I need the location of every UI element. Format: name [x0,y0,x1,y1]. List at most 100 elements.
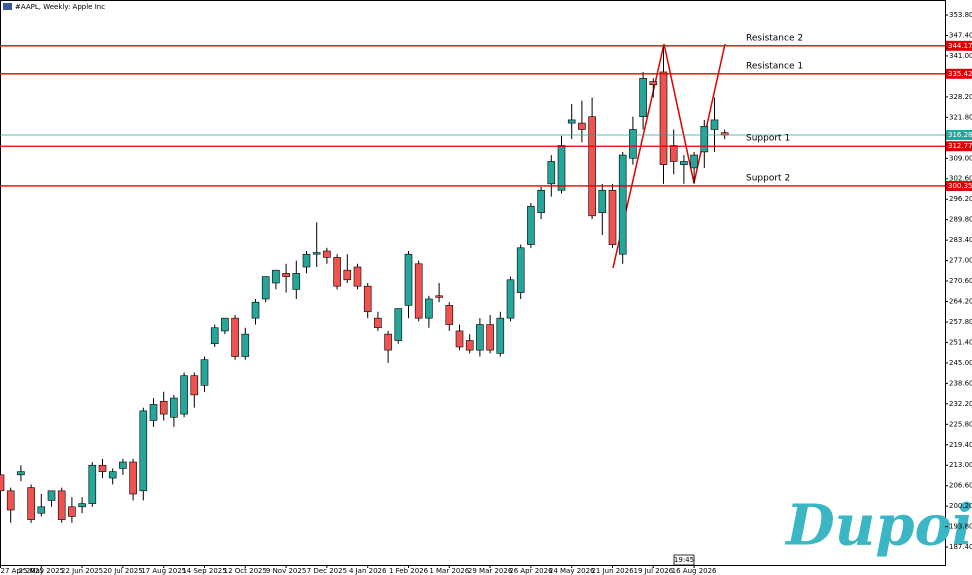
candle-body [251,301,260,319]
candle-body [159,400,168,415]
x-tick-label: 29 Mar 2026 [468,567,513,575]
candle-body [323,250,331,258]
candle-body [149,404,158,421]
y-tick-label: 200.20 [949,502,972,510]
candle-body [200,359,209,386]
level-value: 344.17 [948,42,972,50]
candle-body [445,305,454,325]
y-tick-label: 187.40 [949,543,972,551]
level-tag [946,68,972,79]
zigzag-drawing [612,43,726,269]
candle-body [57,490,66,520]
candle-body [98,464,107,472]
y-tick-label: 219.40 [949,441,972,449]
y-tick-label: 270.60 [949,277,972,285]
candle-body [47,490,56,501]
x-tick-label: 14 Sep 2025 [182,567,226,575]
candle-body [231,317,239,357]
y-tick-label: 302.60 [949,175,972,183]
level-value: 312.77 [948,142,972,150]
candle-body [496,317,505,354]
x-tick-label: 22 Jun 2025 [61,567,103,575]
level-name: Support 1 [746,134,790,144]
candle-body [17,471,25,476]
candle-body [139,410,148,492]
candle-body [629,129,637,159]
chart-title: #AAPL, Weekly: Apple Inc [15,3,105,11]
level-tag [946,180,972,191]
candle-body [537,189,545,213]
candle-body [261,276,270,300]
level-value: 300.35 [948,182,972,190]
level-name: Resistance 2 [746,33,803,43]
level-tag [946,40,972,51]
candle-body [88,464,97,504]
y-tick-label: 257.80 [949,318,972,326]
candle-body [465,340,474,351]
candle-body [680,161,688,165]
y-tick-label: 347.40 [949,31,972,39]
candle-body [78,503,86,508]
candle-body [425,298,433,319]
candle-body [455,330,464,348]
current-price-label: 316.28 [948,131,972,139]
candle-body [578,122,586,130]
candle-body [414,263,423,319]
x-tick-label: 19 Jul 2026 [633,567,673,575]
x-tick-label: 21 Jun 2026 [591,567,634,575]
y-tick-label: 328.20 [949,93,972,101]
y-tick-label: 296.20 [949,195,972,203]
candle-body [129,461,137,495]
candle-body [241,333,250,357]
candle-body [547,161,556,185]
candle-body [404,253,413,306]
candle-body [37,506,46,514]
current-price-tag [946,129,972,140]
y-tick-label: 341.00 [949,52,972,60]
candle-body [557,145,566,191]
candle-body [527,205,535,245]
candle-body [292,273,301,290]
y-tick-label: 251.40 [949,338,972,346]
candle-body [669,145,678,162]
candle-body [6,490,15,511]
candle-body [119,461,127,469]
candle-body [27,487,35,520]
y-tick-label: 206.60 [949,482,972,490]
candle-body [68,506,76,517]
y-tick-label: 245.00 [949,359,972,367]
y-tick-label: 283.40 [949,236,972,244]
x-tick-label: 12 Oct 2025 [224,567,267,575]
y-tick-label: 277.00 [949,257,972,265]
candle-body [710,119,719,130]
candle-body [312,252,321,255]
candle-body [170,397,178,418]
candle-body [374,317,382,329]
time-box [673,554,695,566]
x-tick-label: 27 Apr 2025 [1,567,44,575]
y-tick-label: 353.80 [949,11,972,19]
x-tick-label: 25 May 2025 [18,567,64,575]
title-icon [3,3,12,10]
x-tick-label: 4 Jan 2026 [349,567,387,575]
candle-body [302,253,311,268]
candle-body [639,78,647,118]
candle-body [343,269,352,281]
candle-body [476,324,484,351]
x-tick-label: 16 Aug 2026 [672,567,717,575]
candle-body [272,269,280,284]
candle-body [394,308,403,341]
logo: Dupoin [784,493,972,559]
x-tick-label: 17 Aug 2025 [141,567,186,575]
x-tick-label: 7 Dec 2025 [307,567,347,575]
candle-body [659,71,668,165]
y-tick-label: 264.20 [949,298,972,306]
candle-body [588,116,596,217]
level-name: Resistance 1 [746,61,803,71]
candle-body [649,81,658,86]
x-tick-label: 9 Nov 2025 [266,567,306,575]
candle-body [618,154,627,255]
candle-body [435,295,443,298]
y-tick-label: 321.80 [949,113,972,121]
